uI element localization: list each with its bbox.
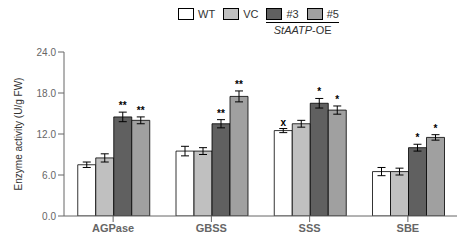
svg-text:SSS: SSS bbox=[299, 222, 321, 234]
html-text:StAATP -OE: StAATP -OE bbox=[273, 24, 332, 36]
svg-text:**: ** bbox=[119, 100, 127, 111]
svg-text:GBSS: GBSS bbox=[196, 222, 227, 234]
svg-text:0.0: 0.0 bbox=[42, 211, 56, 222]
svg-text:*: * bbox=[317, 86, 321, 97]
html-text:#5: #5 bbox=[326, 8, 339, 20]
html-text:VC: VC bbox=[243, 8, 259, 20]
svg-text:*: * bbox=[434, 123, 438, 134]
svg-text:*: * bbox=[416, 132, 420, 143]
svg-text:6.0: 6.0 bbox=[42, 170, 56, 181]
html-text:WT: WT bbox=[198, 8, 216, 20]
svg-text:18.0: 18.0 bbox=[37, 88, 57, 99]
svg-text:**: ** bbox=[137, 105, 145, 116]
svg-text:12.0: 12.0 bbox=[37, 129, 57, 140]
svg-text:x: x bbox=[280, 117, 286, 128]
svg-text:SBE: SBE bbox=[397, 222, 420, 234]
html-text:#3: #3 bbox=[286, 8, 299, 20]
svg-text:**: ** bbox=[235, 79, 243, 90]
svg-text:**: ** bbox=[217, 108, 225, 119]
svg-text:AGPase: AGPase bbox=[92, 222, 134, 234]
svg-text:*: * bbox=[335, 94, 339, 105]
svg-text:Enzyme activity (U/g FW): Enzyme activity (U/g FW) bbox=[13, 78, 24, 191]
svg-text:24.0: 24.0 bbox=[37, 47, 57, 58]
